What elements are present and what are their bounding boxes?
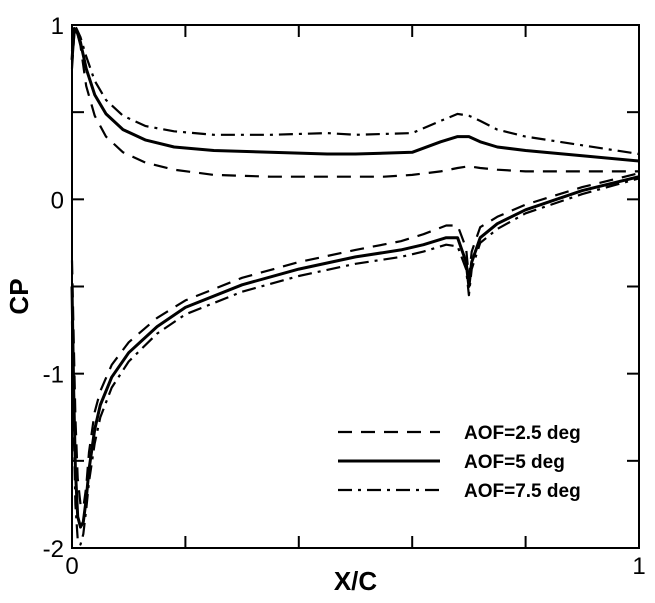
x-tick-label: 0 <box>65 553 78 580</box>
series-aof-5-deg-upper-line <box>70 27 640 163</box>
tick-labels: -2 -1 0 1 0 1 <box>43 13 646 580</box>
legend-label: AOF=7.5 deg <box>464 481 581 502</box>
y-axis-label: CP <box>4 278 34 314</box>
legend-label: AOF=5 deg <box>464 452 565 473</box>
legend-label: AOF=2.5 deg <box>464 423 581 444</box>
series-lines <box>70 23 640 546</box>
y-tick-label: -2 <box>43 536 64 563</box>
x-tick-label: 1 <box>632 553 645 580</box>
y-tick-label: 1 <box>51 13 64 40</box>
legend: AOF=2.5 deg AOF=5 deg AOF=7.5 deg <box>338 423 581 502</box>
series-aof-5-deg-lower-line <box>70 175 640 529</box>
y-tick-label: 0 <box>51 187 64 214</box>
x-axis-label: X/C <box>334 566 378 596</box>
plot-frame <box>71 24 640 549</box>
series-aof-2-5-deg-lower-line <box>70 172 640 509</box>
y-tick-label: -1 <box>43 362 64 389</box>
series-aof-2-5-deg-upper-line <box>70 29 639 178</box>
series-aof-7-5-deg-upper-line <box>70 23 640 156</box>
